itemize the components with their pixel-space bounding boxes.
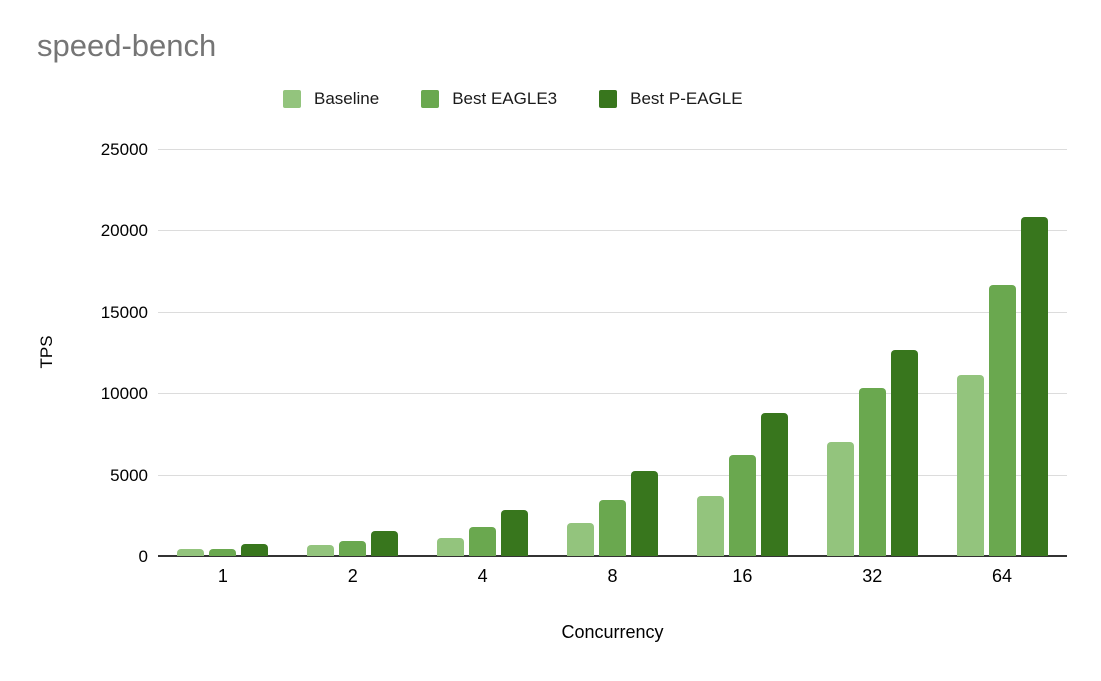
- x-tick-label: 16: [732, 566, 753, 586]
- y-tick-label: 0: [138, 547, 148, 566]
- x-tick-label: 32: [862, 566, 883, 586]
- bar-baseline-64: [956, 375, 984, 556]
- y-tick-label: 10000: [100, 384, 148, 404]
- plot-area: 0 5000 10000 15000 20000 25000 1 2 4 8 16 32 64: [101, 141, 1067, 586]
- bar-best-p-eagle-4: [501, 510, 529, 556]
- bar-best-p-eagle-64: [1020, 217, 1048, 556]
- bar-group-2: [288, 149, 418, 556]
- bar-best-eagle3-2: [339, 541, 367, 556]
- legend: Baseline Best EAGLE3 Best P-EAGLE: [283, 89, 743, 109]
- y-tick-label: 20000: [100, 221, 148, 241]
- legend-item-baseline: Baseline: [283, 89, 379, 109]
- x-tick-label: 1: [217, 566, 228, 586]
- bar-best-eagle3-1: [209, 548, 237, 556]
- bar-group-64: [937, 149, 1067, 556]
- bar-baseline-8: [566, 523, 594, 556]
- legend-item-best-eagle3: Best EAGLE3: [421, 89, 557, 109]
- legend-label: Best P-EAGLE: [630, 89, 743, 108]
- chart-title: speed-bench: [37, 28, 217, 63]
- x-tick-label: 64: [992, 566, 1013, 586]
- gridline: [158, 230, 1067, 232]
- bar-best-p-eagle-2: [371, 530, 399, 556]
- gridline: [158, 474, 1067, 476]
- y-tick-label: 5000: [110, 465, 148, 485]
- gridline: [158, 393, 1067, 395]
- bar-best-p-eagle-16: [760, 412, 788, 556]
- y-axis-title: TPS: [37, 335, 56, 369]
- bar-best-p-eagle-8: [630, 471, 658, 556]
- y-tick-label: 15000: [100, 302, 148, 322]
- bar-baseline-4: [437, 538, 465, 556]
- bar-best-p-eagle-1: [241, 543, 269, 556]
- x-axis-line: [158, 555, 1067, 557]
- legend-swatch: [421, 90, 440, 108]
- x-axis-title: Concurrency: [561, 622, 664, 642]
- x-tick-label: 4: [477, 566, 488, 586]
- bar-group-1: [158, 149, 288, 556]
- bar-baseline-2: [307, 544, 335, 556]
- bar-baseline-16: [696, 495, 724, 556]
- bar-best-eagle3-4: [469, 527, 497, 556]
- x-tick-label: 2: [347, 566, 358, 586]
- bar-best-eagle3-8: [598, 499, 626, 556]
- bar-best-eagle3-64: [988, 284, 1016, 556]
- bar-baseline-1: [177, 549, 205, 556]
- legend-swatch: [283, 90, 301, 108]
- bar-group-8: [548, 149, 678, 556]
- gridline: [158, 149, 1067, 150]
- legend-swatch: [599, 90, 618, 108]
- bar-group-32: [807, 149, 937, 556]
- bar-baseline-32: [826, 442, 854, 556]
- bar-group-16: [677, 149, 807, 556]
- y-tick-label: 25000: [100, 140, 148, 159]
- bar-best-eagle3-16: [728, 455, 756, 556]
- bar-group-4: [418, 149, 548, 556]
- x-tick-label: 8: [607, 566, 618, 586]
- gridline: [158, 311, 1067, 313]
- legend-item-best-p-eagle: Best P-EAGLE: [599, 89, 743, 109]
- bar-best-p-eagle-32: [890, 350, 918, 556]
- legend-label: Best EAGLE3: [452, 89, 558, 108]
- bar-best-eagle3-32: [858, 387, 886, 556]
- legend-label: Baseline: [314, 89, 380, 108]
